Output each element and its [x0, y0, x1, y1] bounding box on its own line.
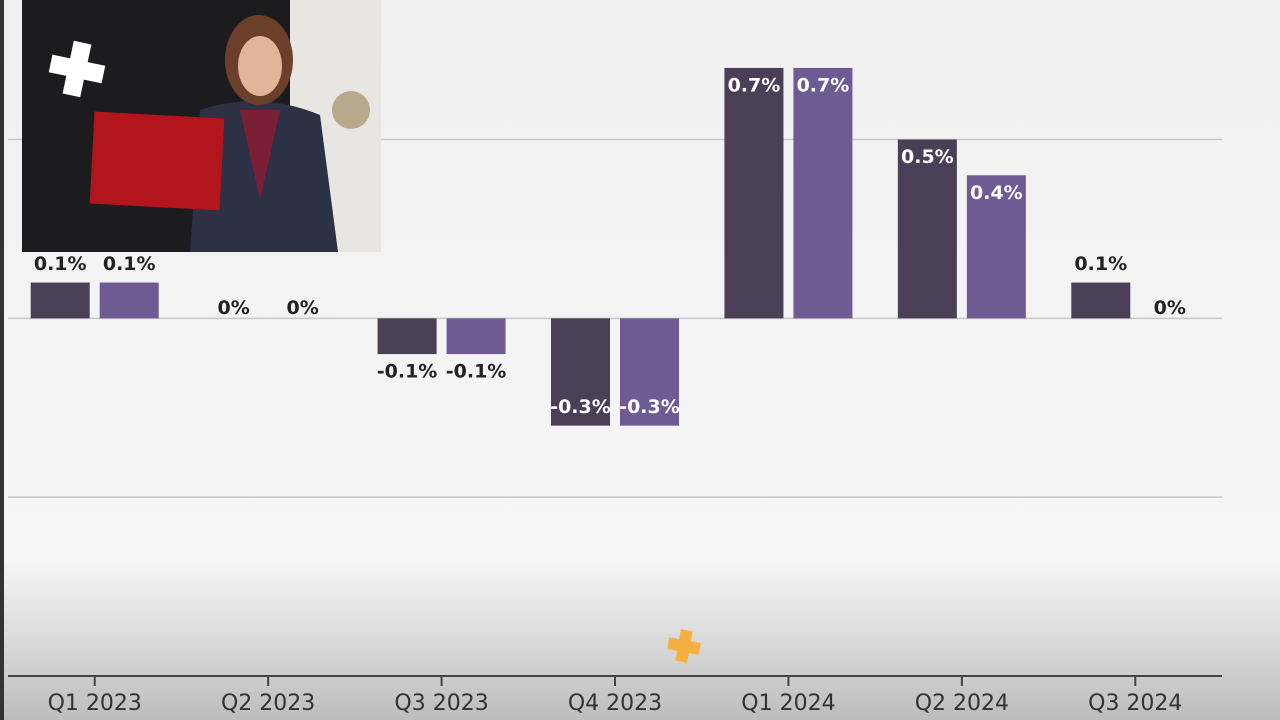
value-label: -0.1% [446, 361, 507, 383]
bar [724, 67, 784, 319]
value-label: 0.7% [728, 74, 781, 96]
bar [377, 318, 437, 355]
value-label: 0% [1154, 297, 1186, 319]
bar [966, 175, 1026, 319]
x-tick-label: Q3 2023 [394, 691, 488, 716]
left-edge [0, 0, 4, 720]
bar [446, 318, 506, 355]
x-tick-label: Q1 2023 [48, 691, 142, 716]
value-label: -0.3% [550, 396, 611, 418]
bar [793, 67, 853, 319]
bar [620, 318, 679, 426]
plot: Q1 2023 0.1% 0.1% Q2 2023 0% 0% Q3 2023 -0.1% -0… [8, 67, 1222, 716]
decor-cross [667, 629, 701, 663]
photo [22, 0, 381, 252]
value-label: 0% [287, 297, 319, 319]
bar [897, 139, 957, 319]
x-tick-label: Q2 2024 [915, 691, 1009, 716]
x-tick-label: Q3 2024 [1088, 691, 1182, 716]
value-label: 0.1% [1074, 253, 1127, 275]
value-label: 0.1% [103, 253, 156, 275]
x-tick-label: Q2 2023 [221, 691, 315, 716]
value-label: 0% [218, 297, 250, 319]
value-label: 0.1% [34, 253, 87, 275]
value-label: -0.1% [377, 361, 438, 383]
x-tick-label: Q1 2024 [741, 691, 835, 716]
value-label: 0.5% [901, 146, 954, 168]
bar [1071, 282, 1131, 319]
value-label: 0.7% [797, 74, 850, 96]
bar [551, 318, 610, 426]
value-label: 0.4% [970, 182, 1023, 204]
value-label: -0.3% [619, 396, 680, 418]
x-tick-label: Q4 2023 [568, 691, 662, 716]
bar [30, 282, 90, 319]
bar [99, 282, 159, 319]
